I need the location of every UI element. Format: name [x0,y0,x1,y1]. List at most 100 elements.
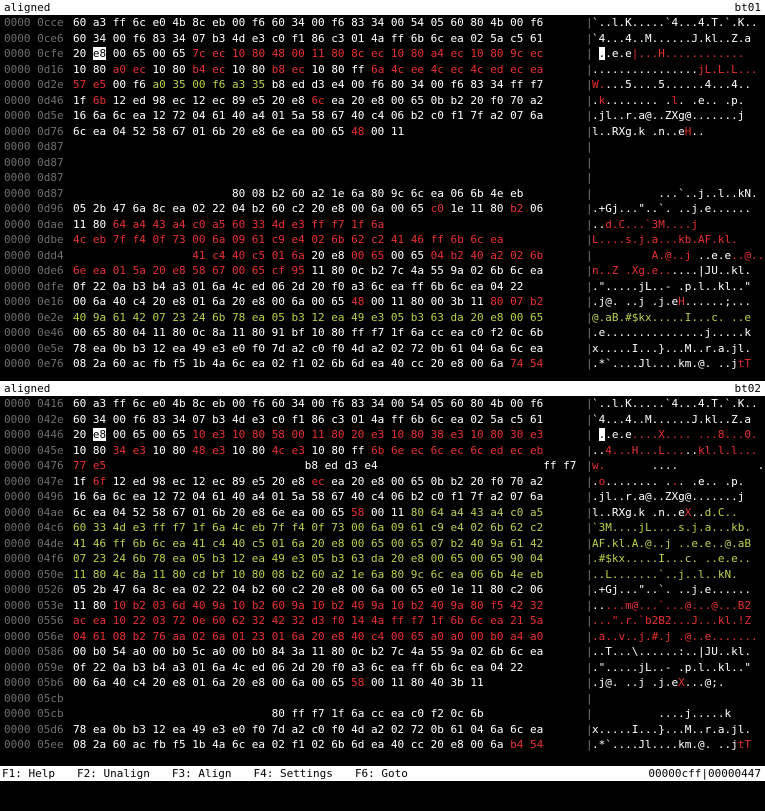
ascii-text[interactable]: .+Gj..."..`. ..j.e...... [592,582,751,598]
ascii-text[interactable]: ................jL.L.L... [592,62,758,78]
hex-bytes[interactable]: 08 2a 60 ac fb f5 1b 4a 6c ea 02 f1 02 6… [73,737,543,753]
hex-row[interactable]: 0000 0cce 60 a3 ff 6c e0 4b 8c eb 00 f6 6… [0,15,765,31]
hex-bytes[interactable]: 6c ea 04 52 58 67 01 6b 20 e8 6e ea 00 6… [73,124,404,140]
ascii-text[interactable]: .jl..r.a@..ZXg@.......j [592,108,744,124]
hex-bytes[interactable]: ac ea 10 22 03 72 0e 60 62 32 42 32 d3 f… [73,613,543,629]
hex-row[interactable]: 0000 0d5e 16 6a 6c ea 12 72 04 61 40 a4 0… [0,108,765,124]
ascii-text[interactable]: `3M....jL....s.j.a...kb. [592,520,751,536]
hex-bytes[interactable]: 00 6a 40 c4 20 e8 01 6a 20 e8 00 6a 00 6… [73,294,543,310]
ascii-text[interactable]: ..L.......`..j..l..kN. [592,567,738,583]
hex-bytes[interactable]: 0f 22 0a b3 b4 a3 01 6a 4c ed 06 2d 20 f… [73,660,523,676]
hex-row[interactable]: 0000 045e 10 80 34 e3 10 80 48 e3 10 80 4… [0,443,765,459]
hex-row[interactable]: 0000 0d46 1f 6b 12 ed 98 ec 12 ec 89 e5 2… [0,93,765,109]
hex-row[interactable]: 0000 0de6 6e ea 01 5a 20 e8 58 67 00 65 c… [0,263,765,279]
hex-row[interactable]: 0000 0dae 11 80 64 a4 43 a4 c0 a5 60 33 4… [0,217,765,233]
hex-row[interactable]: 0000 0dbe 4c eb 7f f4 0f 73 00 6a 09 61 c… [0,232,765,248]
ascii-text[interactable]: A.@..j ..e.e..@..k [592,248,765,264]
hex-bytes[interactable]: 80 ff f7 1f 6a cc ea c0 f2 0c 6b [73,706,484,722]
ascii-text[interactable]: ...".r.`b2B2...J...kl.!Z [592,613,751,629]
ascii-text[interactable]: `..l.K.....`4...4.T.`.K.. [592,15,758,31]
hex-bytes[interactable]: 57 e5 00 f6 a0 35 00 f6 a3 35 b8 ed d3 e… [73,77,543,93]
hex-row[interactable]: 0000 050e 11 80 4c 8a 11 80 cd bf 10 80 0… [0,567,765,583]
ascii-text[interactable]: .+Gj..."..`. ..j.e...... [592,201,751,217]
hex-bytes[interactable]: 78 ea 0b b3 12 ea 49 e3 e0 f0 7d a2 c0 f… [73,722,543,738]
ascii-text[interactable]: ...`..j..l..kN. [592,186,757,202]
hex-row[interactable]: 0000 04c6 60 33 4d e3 ff f7 1f 6a 4c eb 7… [0,520,765,536]
hex-row[interactable]: 0000 0586 00 b0 54 a0 00 b0 5c a0 00 b0 8… [0,644,765,660]
ascii-text[interactable]: AF.kl.A.@..j ..e.e..@.aB [592,536,751,552]
hex-row[interactable]: 0000 0ce6 60 34 00 f6 83 34 07 b3 4d e3 c… [0,31,765,47]
hex-row[interactable]: 0000 0e5e 78 ea 0b b3 12 ea 49 e3 e0 f0 7… [0,341,765,357]
hex-bytes[interactable]: 16 6a 6c ea 12 72 04 61 40 a4 01 5a 58 6… [73,108,543,124]
hex-bytes[interactable]: 0f 22 0a b3 b4 a3 01 6a 4c ed 06 2d 20 f… [73,279,523,295]
hex-bytes[interactable]: 60 a3 ff 6c e0 4b 8c eb 00 f6 60 34 00 f… [73,396,543,412]
ascii-text[interactable]: x.....I...}...M..r.a.jl. [592,341,751,357]
hex-row[interactable]: 0000 0d76 6c ea 04 52 58 67 01 6b 20 e8 6… [0,124,765,140]
hex-bytes[interactable]: 1f 6f 12 ed 98 ec 12 ec 89 e5 20 e8 ec e… [73,474,543,490]
hex-row[interactable]: 0000 0d87 | [0,170,765,186]
hex-pane-top[interactable]: 0000 0cce 60 a3 ff 6c e0 4b 8c eb 00 f6 6… [0,15,765,372]
ascii-text[interactable]: ....j.....k [592,706,731,722]
hex-row[interactable]: 0000 0556 ac ea 10 22 03 72 0e 60 62 32 4… [0,613,765,629]
hex-row[interactable]: 0000 04de 41 46 ff 6b 6c ea 41 c4 40 c5 0… [0,536,765,552]
hex-row[interactable]: 0000 0526 05 2b 47 6a 8c ea 02 22 04 b2 6… [0,582,765,598]
ascii-text[interactable]: .j@. ..j .j.eX...@;. [592,675,724,691]
ascii-text[interactable]: w. .... .. [592,458,765,474]
hex-bytes[interactable]: 11 80 64 a4 43 a4 c0 a5 60 33 4d e3 ff f… [73,217,384,233]
ascii-text[interactable]: .".....jL..- .p.l..kl.." [592,660,751,676]
hex-row[interactable]: 0000 05cb 80 ff f7 1f 6a cc ea c0 f2 0c … [0,706,765,722]
hex-row[interactable]: 0000 0e46 00 65 80 04 11 80 0c 8a 11 80 9… [0,325,765,341]
hex-row[interactable]: 0000 0416 60 a3 ff 6c e0 4b 8c eb 00 f6 6… [0,396,765,412]
function-key-hint[interactable]: F1: Help [2,767,55,780]
hex-bytes[interactable]: 20 e8 00 65 00 65 10 e3 10 80 58 00 11 8… [73,427,543,443]
function-key-hint[interactable]: F3: Align [171,767,232,780]
hex-row[interactable]: 0000 05b6 00 6a 40 c4 20 e8 01 6a 20 e8 0… [0,675,765,691]
ascii-text[interactable]: .#$kx.....I...c. ..e.e.. [592,551,751,567]
hex-row[interactable]: 0000 0d96 05 2b 47 6a 8c ea 02 22 04 b2 6… [0,201,765,217]
ascii-text[interactable]: `4...4..M......J.kl..Z.a [592,412,751,428]
hex-row[interactable]: 0000 0d87 | [0,155,765,171]
hex-bytes[interactable]: 05 2b 47 6a 8c ea 02 22 04 b2 60 c2 20 e… [73,201,543,217]
ascii-text[interactable]: .jl..r.a@..ZXg@.......j [592,489,744,505]
ascii-text[interactable]: W....5....5......4...4.. [592,77,751,93]
hex-row[interactable]: 0000 042e 60 34 00 f6 83 34 07 b3 4d e3 c… [0,412,765,428]
hex-bytes[interactable]: 60 a3 ff 6c e0 4b 8c eb 00 f6 60 34 00 f… [73,15,543,31]
ascii-text[interactable]: ..e.e....X.... ...8...0. [592,427,758,443]
hex-bytes[interactable]: 41 46 ff 6b 6c ea 41 c4 40 c5 01 6a 20 e… [73,536,543,552]
hex-row[interactable]: 0000 053e 11 80 10 b2 03 6d 40 9a 10 b2 6… [0,598,765,614]
ascii-text[interactable]: .....m@...`...@...@...B2 [592,598,751,614]
hex-bytes[interactable]: 78 ea 0b b3 12 ea 49 e3 e0 f0 7d a2 c0 f… [73,341,543,357]
ascii-text[interactable]: .".....jL..- .p.l..kl.." [592,279,751,295]
hex-bytes[interactable]: 00 b0 54 a0 00 b0 5c a0 00 b0 84 3a 11 8… [73,644,543,660]
hex-row[interactable]: 0000 0d87 | [0,139,765,155]
hex-bytes[interactable]: 04 61 08 b2 76 aa 02 6a 01 23 01 6a 20 e… [73,629,543,645]
hex-row[interactable]: 0000 0e2e 40 9a 61 42 07 23 24 6b 78 ea 0… [0,310,765,326]
hex-bytes[interactable]: 4c eb 7f f4 0f 73 00 6a 09 61 c9 e4 02 6… [73,232,503,248]
hex-row[interactable]: 0000 0446 20 e8 00 65 00 65 10 e3 10 80 5… [0,427,765,443]
hex-row[interactable]: 0000 05ee 08 2a 60 ac fb f5 1b 4a 6c ea 0… [0,737,765,753]
ascii-text[interactable]: ..T...\......:..|JU..kl. [592,644,751,660]
hex-row[interactable]: 0000 059e 0f 22 0a b3 b4 a3 01 6a 4c ed 0… [0,660,765,676]
hex-bytes[interactable]: 6c ea 04 52 58 67 01 6b 20 e8 6e ea 00 6… [73,505,543,521]
function-key-hint[interactable]: F4: Settings [253,767,333,780]
ascii-text[interactable]: `4...4..M......J.kl..Z.a [592,31,751,47]
hex-row[interactable]: 0000 0dfe 0f 22 0a b3 b4 a3 01 6a 4c ed 0… [0,279,765,295]
hex-row[interactable]: 0000 0496 16 6a 6c ea 12 72 04 61 40 a4 0… [0,489,765,505]
ascii-text[interactable]: n..Z .Xg.e......|JU..kl. [592,263,751,279]
hex-row[interactable]: 0000 0d16 10 80 a0 ec 10 80 b4 ec 10 80 b… [0,62,765,78]
ascii-text[interactable]: ..e.e|...H............ [592,46,744,62]
ascii-text[interactable]: ..d.C...`3M....j [592,217,698,233]
ascii-text[interactable]: .*`....Jl....km.@. ..jtT [592,737,751,753]
hex-row[interactable]: 0000 0dd4 41 c4 40 c5 01 6a 20 e8 00 65 … [0,248,765,264]
hex-bytes[interactable]: 41 c4 40 c5 01 6a 20 e8 00 65 00 65 04 b… [73,248,543,264]
ascii-text[interactable]: .j@. ..j .j.eH......;... [592,294,751,310]
hex-row[interactable]: 0000 0476 77 e5 b8 ed d3 e4 ff f7 | w. ....… [0,458,765,474]
ascii-text[interactable]: `..l.K.....`4...4.T.`.K.. [592,396,758,412]
hex-pane-bottom[interactable]: 0000 0416 60 a3 ff 6c e0 4b 8c eb 00 f6 6… [0,396,765,753]
ascii-text[interactable]: .o........ ... .e.. .p. [592,474,744,490]
hex-bytes[interactable]: 20 e8 00 65 00 65 7c ec 10 80 48 00 11 8… [73,46,543,62]
hex-row[interactable]: 0000 04f6 07 23 24 6b 78 ea 05 b3 12 ea 4… [0,551,765,567]
hex-bytes[interactable]: 11 80 4c 8a 11 80 cd bf 10 80 08 b2 60 a… [73,567,543,583]
hex-row[interactable]: 0000 056e 04 61 08 b2 76 aa 02 6a 01 23 0… [0,629,765,645]
hex-bytes[interactable]: 6e ea 01 5a 20 e8 58 67 00 65 cf 95 11 8… [73,263,543,279]
